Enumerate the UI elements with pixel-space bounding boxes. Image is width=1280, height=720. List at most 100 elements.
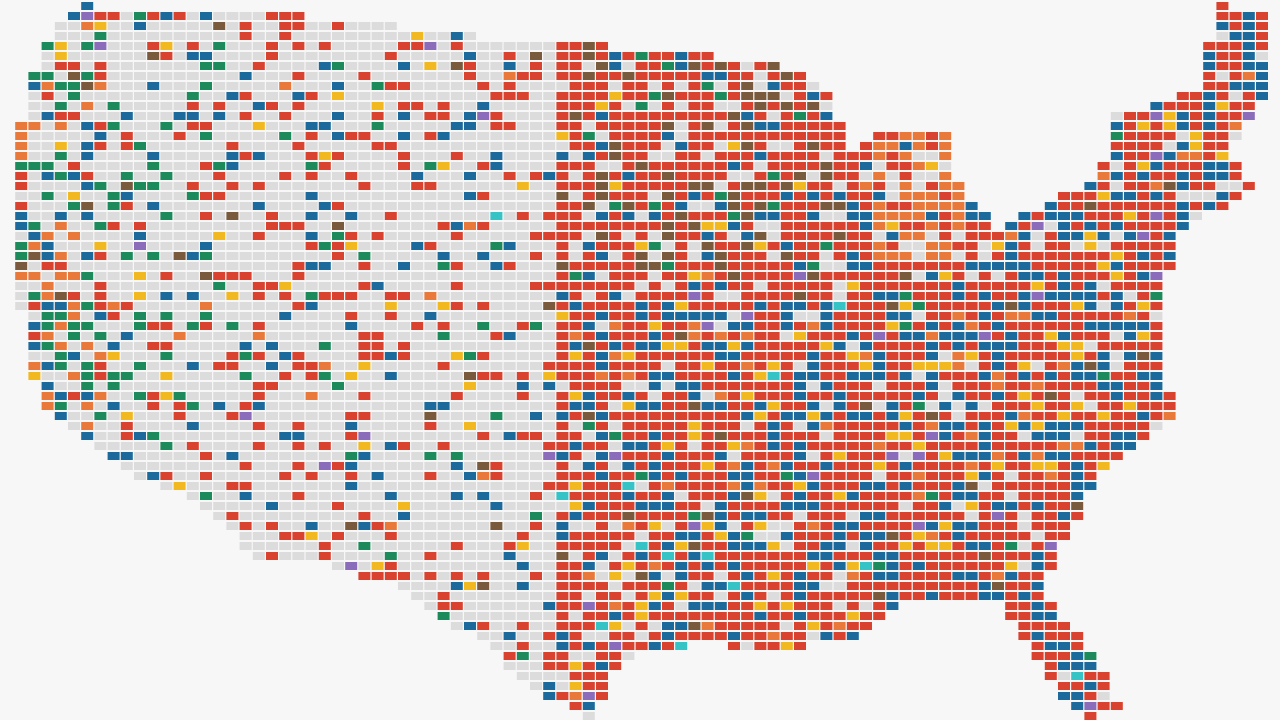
county-cell	[543, 532, 556, 540]
county-cell	[596, 142, 608, 150]
county-cell	[384, 502, 397, 510]
county-cell	[213, 252, 226, 260]
county-cell	[582, 302, 595, 310]
county-cell	[54, 272, 67, 280]
county-cell	[860, 232, 872, 240]
county-cell	[292, 402, 305, 410]
county-cell	[926, 152, 938, 160]
county-cell	[490, 362, 503, 370]
county-cell	[780, 152, 793, 160]
county-cell	[292, 332, 305, 340]
county-cell	[688, 372, 701, 380]
county-cell	[464, 152, 476, 160]
county-cell	[569, 262, 582, 270]
county-cell	[635, 132, 648, 140]
county-cell	[1058, 682, 1070, 690]
county-cell	[675, 112, 688, 120]
county-cell	[213, 122, 226, 130]
county-cell	[1084, 222, 1097, 230]
county-cell	[582, 392, 595, 400]
county-cell	[569, 602, 582, 610]
county-cell	[807, 162, 820, 170]
county-cell	[371, 172, 384, 180]
county-cell	[873, 422, 886, 430]
county-cell	[292, 152, 305, 160]
county-cell	[582, 442, 595, 450]
county-cell	[411, 212, 424, 220]
county-cell	[94, 332, 107, 340]
county-cell	[252, 252, 265, 260]
county-cell	[873, 542, 886, 550]
county-cell	[464, 132, 476, 140]
county-cell	[266, 82, 278, 90]
county-cell	[1031, 562, 1044, 570]
county-cell	[741, 292, 754, 300]
county-cell	[807, 572, 820, 580]
county-cell	[186, 272, 199, 280]
county-cell	[846, 342, 859, 350]
county-cell	[833, 252, 846, 260]
county-cell	[54, 372, 67, 380]
county-cell	[200, 422, 212, 430]
county-cell	[345, 112, 358, 120]
county-cell	[846, 452, 859, 460]
county-cell	[701, 232, 714, 240]
county-cell	[424, 262, 437, 270]
county-cell	[609, 662, 622, 670]
county-cell	[1005, 572, 1018, 580]
county-cell	[503, 342, 516, 350]
county-cell	[648, 92, 661, 100]
county-cell	[886, 502, 899, 510]
county-cell	[371, 282, 384, 290]
county-cell	[186, 82, 199, 90]
county-cell	[81, 12, 94, 20]
county-cell	[450, 402, 463, 410]
county-cell	[939, 172, 952, 180]
county-cell	[596, 42, 608, 50]
county-cell	[820, 492, 833, 500]
county-cell	[384, 262, 397, 270]
county-cell	[899, 382, 912, 390]
county-cell	[477, 112, 490, 120]
county-cell	[596, 532, 608, 540]
county-cell	[1044, 252, 1057, 260]
county-cell	[450, 272, 463, 280]
county-cell	[424, 382, 437, 390]
county-cell	[569, 62, 582, 70]
county-cell	[464, 432, 476, 440]
county-cell	[648, 182, 661, 190]
county-cell	[952, 382, 965, 390]
county-cell	[899, 502, 912, 510]
county-cell	[596, 482, 608, 490]
county-cell	[992, 282, 1004, 290]
county-cell	[635, 232, 648, 240]
county-cell	[820, 502, 833, 510]
county-cell	[398, 552, 410, 560]
county-cell	[714, 102, 727, 110]
county-cell	[873, 142, 886, 150]
county-cell	[437, 482, 450, 490]
county-cell	[886, 372, 899, 380]
county-cell	[279, 232, 292, 240]
county-cell	[464, 352, 476, 360]
county-cell	[1163, 132, 1176, 140]
county-cell	[978, 492, 991, 500]
county-cell	[992, 482, 1004, 490]
county-cell	[279, 392, 292, 400]
county-cell	[213, 502, 226, 510]
county-cell	[516, 42, 529, 50]
county-cell	[978, 272, 991, 280]
county-cell	[173, 212, 186, 220]
county-cell	[530, 242, 542, 250]
county-cell	[28, 92, 41, 100]
county-cell	[767, 462, 780, 470]
county-cell	[107, 332, 120, 340]
county-cell	[622, 522, 635, 530]
county-cell	[107, 442, 120, 450]
county-cell	[662, 192, 674, 200]
county-cell	[186, 72, 199, 80]
county-cell	[701, 402, 714, 410]
county-cell	[754, 582, 767, 590]
county-cell	[424, 202, 437, 210]
county-cell	[886, 342, 899, 350]
